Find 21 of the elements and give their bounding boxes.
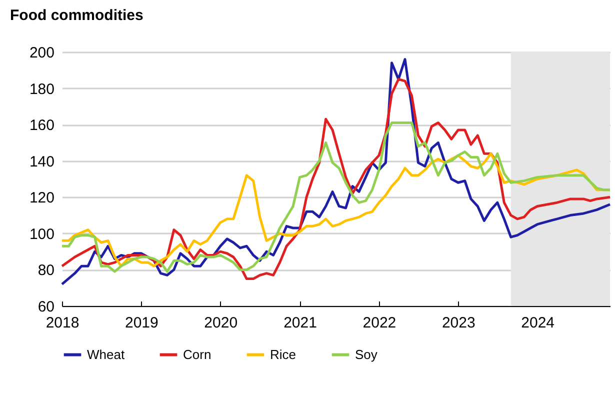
x-tick-label: 2018 [46, 314, 80, 332]
y-tick-label: 200 [29, 44, 54, 62]
x-tick-label: 2020 [204, 314, 238, 332]
y-tick-label: 80 [38, 262, 54, 280]
x-tick-label: 2022 [362, 314, 396, 332]
y-tick-label: 60 [38, 298, 54, 316]
y-tick-label: 100 [29, 226, 54, 243]
line-series [60, 122, 612, 273]
legend-label: Rice [270, 346, 296, 362]
legend-label: Corn [183, 346, 212, 362]
x-tick-label: 2023 [442, 314, 476, 332]
y-tick-label: 140 [29, 153, 54, 170]
y-tick-label: 160 [29, 117, 54, 134]
y-tick-label: 180 [29, 80, 54, 98]
legend-label: Soy [355, 346, 378, 362]
y-tick-label: 120 [29, 190, 54, 207]
chart-title: Food commodities [10, 7, 144, 24]
x-tick-label: 2021 [284, 314, 317, 332]
legend-label: Wheat [87, 346, 125, 362]
x-tick-label: 2019 [124, 314, 158, 332]
x-tick-label: 2024 [521, 314, 555, 332]
